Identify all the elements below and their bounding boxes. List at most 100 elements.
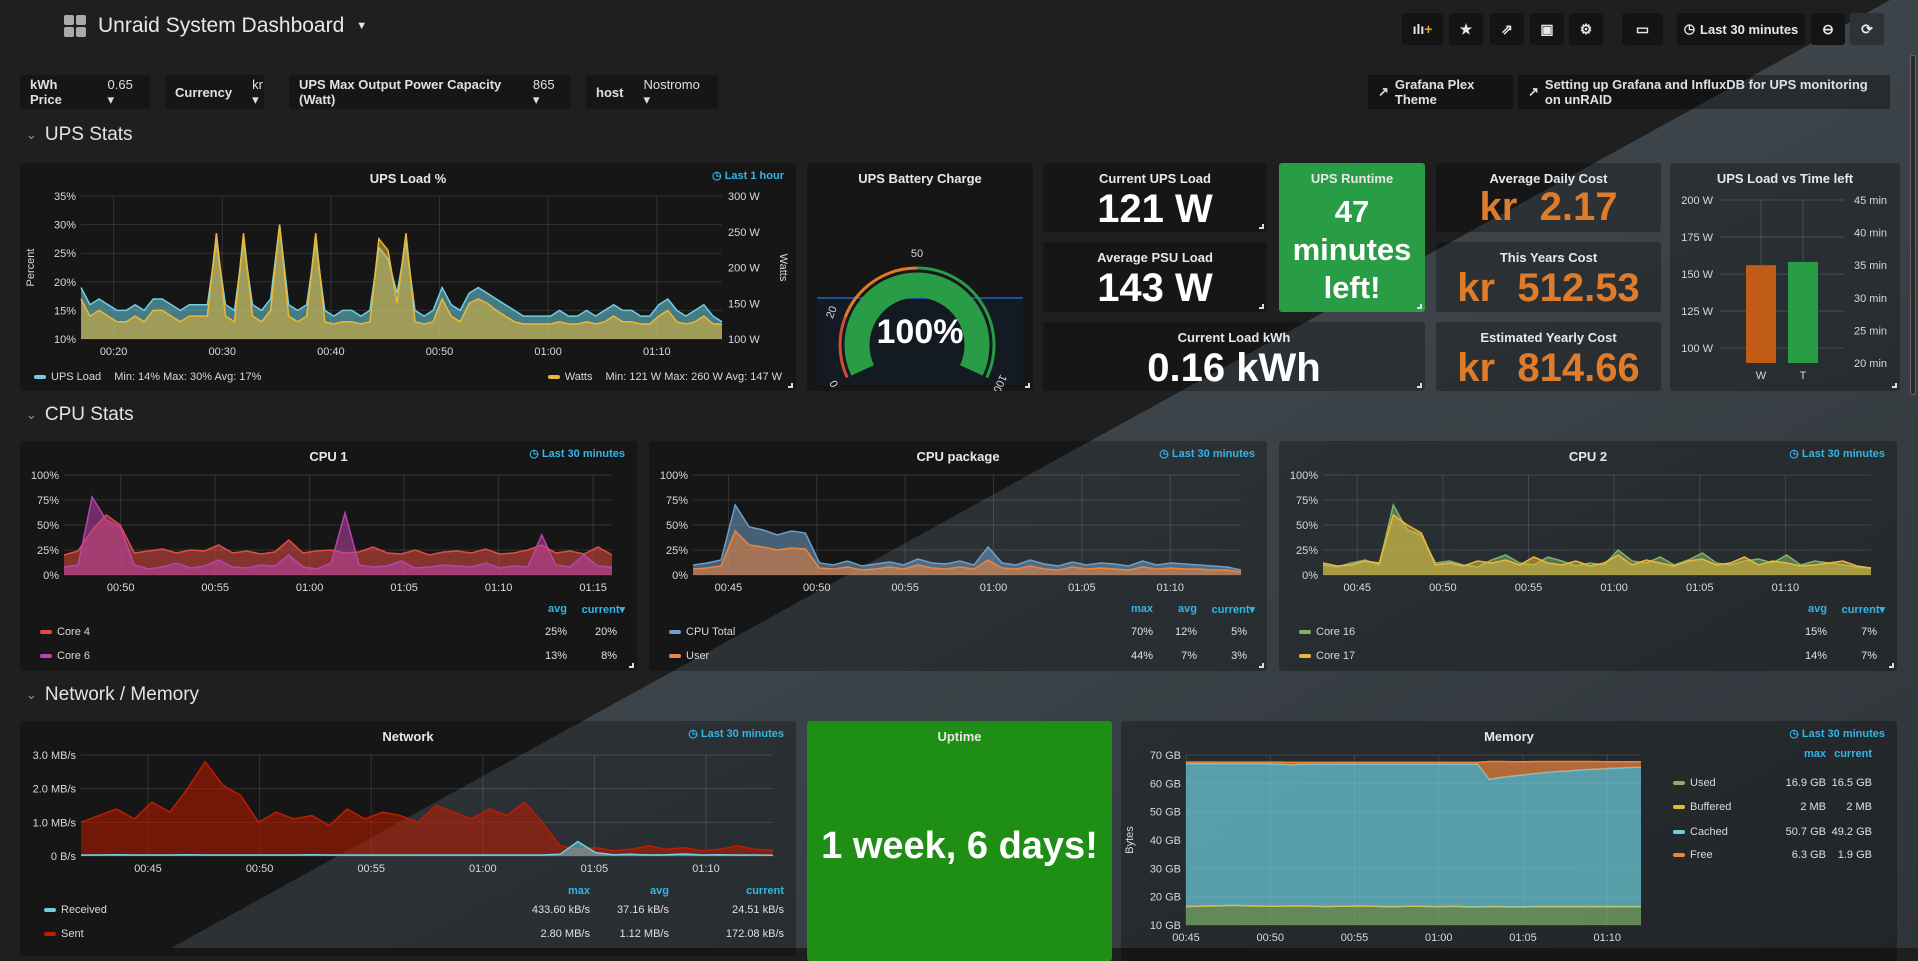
panel-title[interactable]: CPU 2: [1568, 449, 1608, 464]
panel-title[interactable]: Memory: [1484, 729, 1534, 744]
cpu-package-chart[interactable]: 0% 25% 50% 75% 100% 00:45 00:50 00:55 01:00 01:05…: [649, 441, 1267, 606]
variable-host[interactable]: host Nostromo ▾: [586, 75, 718, 109]
legend-header-avg[interactable]: avg: [1178, 603, 1197, 615]
legend-value: 16.5 GB: [1831, 777, 1872, 789]
cpu-1-chart[interactable]: 0% 25% 50% 75% 100% 00:50 00:55 01:00 01:05 01:10…: [20, 441, 637, 606]
y2-tick-label: 300 W: [728, 191, 760, 203]
resize-handle[interactable]: [1417, 304, 1422, 309]
legend-header-max[interactable]: max: [1130, 603, 1153, 615]
legend-value: 50.7 GB: [1785, 826, 1826, 838]
panel-title[interactable]: This Years Cost: [1499, 250, 1598, 265]
x-tick-label: 00:55: [357, 863, 385, 875]
legend-value: 6.3 GB: [1791, 849, 1826, 861]
panel-title[interactable]: UPS Runtime: [1310, 171, 1394, 186]
variable-value[interactable]: 865 ▾: [532, 76, 555, 107]
legend-item[interactable]: Core 4: [40, 626, 90, 638]
row-network-memory[interactable]: ⌄ Network / Memory: [26, 684, 199, 706]
ups-load-chart[interactable]: 10% 15% 20% 25% 30% 35% 100 W 150 W 200 W 250 W 30…: [20, 163, 796, 391]
time-picker-button[interactable]: ◷ Last 30 minutes: [1677, 13, 1805, 45]
x-tick-label: 00:40: [317, 346, 345, 358]
refresh-button[interactable]: ⟳: [1850, 13, 1884, 45]
row-cpu-stats[interactable]: ⌄ CPU Stats: [26, 404, 134, 426]
resize-handle[interactable]: [629, 663, 634, 668]
legend-item[interactable]: Free: [1673, 849, 1713, 861]
load-vs-time-chart[interactable]: 100 W 125 W 150 W 175 W 200 W 20 min 25 min 30 …: [1670, 163, 1900, 391]
panel-title[interactable]: CPU 1: [309, 449, 348, 464]
star-button[interactable]: ★: [1449, 13, 1483, 45]
legend-header-avg[interactable]: avg: [1808, 603, 1827, 615]
dashboard-title[interactable]: Unraid System Dashboard ▼: [64, 14, 367, 38]
legend-value: 37.16 kB/s: [617, 904, 669, 916]
legend-item[interactable]: Core 6: [40, 650, 90, 662]
resize-handle[interactable]: [788, 383, 793, 388]
variable-value[interactable]: 0.65 ▾: [107, 76, 133, 107]
variable-kwh-price[interactable]: kWh Price 0.65 ▾: [20, 75, 150, 109]
y-tick-label: 50%: [1296, 520, 1318, 532]
settings-button[interactable]: ⚙: [1569, 13, 1603, 45]
panel-title[interactable]: UPS Load %: [369, 171, 447, 186]
legend-item[interactable]: Watts Min: 121 W Max: 260 W Avg: 147 W: [547, 371, 782, 383]
legend-item[interactable]: Sent: [44, 928, 84, 940]
legend-item[interactable]: CPU Total: [669, 626, 735, 638]
panel-title[interactable]: Current Load kWh: [1177, 330, 1291, 345]
panel-title[interactable]: UPS Load vs Time left: [1716, 171, 1854, 186]
panel-title[interactable]: Average PSU Load: [1097, 250, 1213, 265]
legend-header-max[interactable]: max: [567, 885, 590, 897]
legend-header-current[interactable]: current▾: [1211, 604, 1255, 616]
share-button[interactable]: ⇗: [1490, 13, 1524, 45]
tv-mode-button[interactable]: ▭: [1622, 13, 1663, 45]
legend-value: 2.80 MB/s: [540, 928, 590, 940]
network-chart[interactable]: 0 B/s 1.0 MB/s 2.0 MB/s 3.0 MB/s 00:45 00:50 0…: [20, 721, 796, 881]
panel-title[interactable]: Estimated Yearly Cost: [1480, 330, 1617, 345]
legend-item[interactable]: UPS Load Min: 14% Max: 30% Avg: 17%: [34, 371, 261, 383]
resize-handle[interactable]: [1417, 383, 1422, 388]
resize-handle[interactable]: [1259, 224, 1264, 229]
panel-network: Network ◷ Last 30 minutes 0 B/s 1.0 MB/s 2…: [20, 721, 796, 956]
row-title: UPS Stats: [44, 124, 133, 145]
resize-handle[interactable]: [1889, 663, 1894, 668]
add-panel-button[interactable]: ılı+: [1402, 13, 1443, 45]
resize-handle[interactable]: [1892, 383, 1897, 388]
legend-header-avg[interactable]: avg: [650, 885, 669, 897]
legend-header-current[interactable]: current▾: [1841, 604, 1885, 616]
save-button[interactable]: ▣: [1530, 13, 1564, 45]
zoom-out-button[interactable]: ⊖: [1811, 13, 1845, 45]
resize-handle[interactable]: [1025, 383, 1030, 388]
legend-header-current[interactable]: current: [1834, 748, 1872, 760]
link-ups-setup-guide[interactable]: ↗ Setting up Grafana and InfluxDB for UPS…: [1518, 75, 1890, 109]
cpu-2-chart[interactable]: 0% 25% 50% 75% 100% 00:45 00:50 00:55 01:00 01:05…: [1279, 441, 1897, 606]
resize-handle[interactable]: [1259, 663, 1264, 668]
variable-ups-capacity[interactable]: UPS Max Output Power Capacity (Watt) 865 …: [289, 75, 571, 109]
panel-title[interactable]: Network: [382, 729, 434, 744]
external-link-icon: ↗: [1528, 84, 1539, 99]
panel-title[interactable]: CPU package: [916, 449, 1000, 464]
row-ups-stats[interactable]: ⌄ UPS Stats: [26, 124, 133, 146]
legend-header-avg[interactable]: avg: [548, 603, 567, 615]
variable-value[interactable]: kr ▾: [252, 76, 263, 107]
legend-item[interactable]: Used: [1673, 777, 1716, 789]
legend-item[interactable]: Core 16: [1299, 626, 1355, 638]
legend-value: 1.12 MB/s: [619, 928, 669, 940]
panel-title[interactable]: Current UPS Load: [1099, 171, 1211, 186]
legend-item[interactable]: User: [669, 650, 709, 662]
scrollbar[interactable]: [1910, 55, 1916, 395]
memory-chart[interactable]: 10 GB 20 GB 30 GB 40 GB 50 GB 60 GB 70 GB 00:45…: [1121, 721, 1661, 961]
link-grafana-plex-theme[interactable]: ↗ Grafana Plex Theme: [1368, 75, 1513, 109]
legend-item[interactable]: Cached: [1673, 826, 1728, 838]
y-tick-label: 100 W: [1681, 343, 1713, 355]
y-tick-label: 75%: [666, 495, 688, 507]
resize-handle[interactable]: [1259, 304, 1264, 309]
legend-item[interactable]: Buffered: [1673, 801, 1731, 813]
legend-item[interactable]: Core 17: [1299, 650, 1355, 662]
panel-title[interactable]: UPS Battery Charge: [858, 171, 982, 186]
legend-header-current[interactable]: current▾: [581, 604, 625, 616]
x-tick-label: 01:00: [296, 582, 324, 594]
legend-header-current[interactable]: current: [746, 885, 784, 897]
y-tick-label: 25%: [54, 248, 76, 260]
variable-value[interactable]: Nostromo ▾: [643, 76, 700, 107]
panel-title[interactable]: Average Daily Cost: [1489, 171, 1608, 186]
panel-title[interactable]: Uptime: [937, 729, 982, 744]
variable-currency[interactable]: Currency kr ▾: [165, 75, 264, 109]
legend-header-max[interactable]: max: [1803, 748, 1826, 760]
legend-item[interactable]: Received: [44, 904, 107, 916]
